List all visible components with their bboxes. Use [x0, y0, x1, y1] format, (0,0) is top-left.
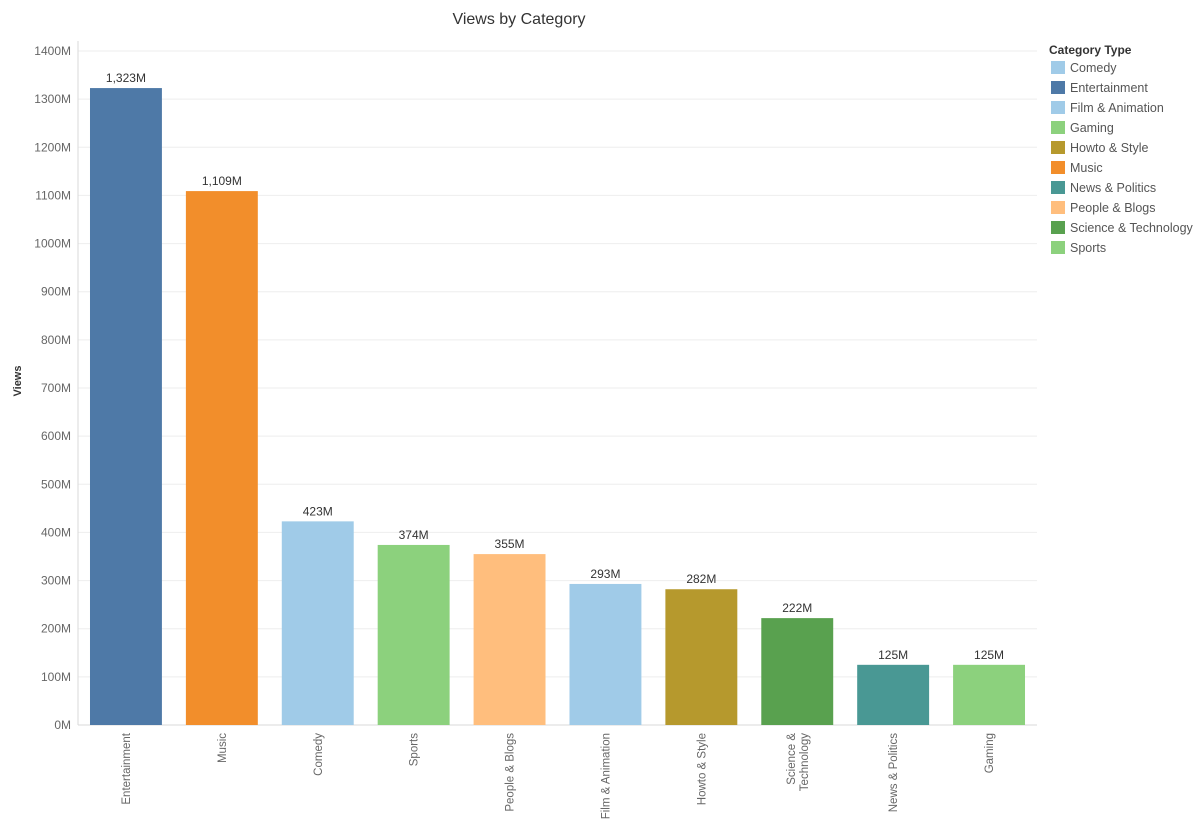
y-tick-label: 600M — [41, 429, 71, 443]
legend-label: Sports — [1070, 241, 1106, 255]
y-tick-label: 1000M — [34, 237, 71, 251]
x-tick-label: Entertainment — [121, 732, 133, 804]
legend-swatch — [1051, 121, 1065, 134]
legend-swatch — [1051, 81, 1065, 94]
data-label: 374M — [399, 528, 429, 542]
y-tick-label: 900M — [41, 285, 71, 299]
x-tick-label: Howto & Style — [696, 733, 708, 805]
bar — [761, 618, 834, 725]
legend-swatch — [1051, 241, 1065, 254]
y-tick-label: 1200M — [34, 140, 71, 154]
legend-label: Music — [1070, 161, 1103, 175]
x-tick-label: Gaming — [984, 733, 996, 773]
y-tick-label: 1300M — [34, 92, 71, 106]
data-label: 222M — [782, 601, 812, 615]
x-tick-label: Film & Animation — [600, 733, 612, 819]
data-label: 125M — [878, 648, 908, 662]
bar — [185, 191, 258, 726]
y-tick-label: 800M — [41, 333, 71, 347]
data-label: 282M — [686, 572, 716, 586]
x-tick-label: Music — [217, 733, 229, 763]
legend: Category Type Comedy Entertainment Film & … — [1049, 43, 1194, 255]
bar — [473, 554, 546, 725]
data-label: 1,323M — [106, 71, 146, 85]
data-label: 293M — [590, 567, 620, 581]
y-tick-label: 100M — [41, 670, 71, 684]
bar — [665, 589, 738, 725]
legend-swatch — [1051, 141, 1065, 154]
data-label: 423M — [303, 504, 333, 518]
y-tick-label: 1400M — [34, 44, 71, 58]
y-tick-label: 300M — [41, 574, 71, 588]
legend-swatch — [1051, 221, 1065, 234]
x-axis-ticks: Entertainment Music Comedy Sports People & B… — [121, 732, 996, 819]
y-axis-ticks: 0M 100M 200M 300M 400M 500M 600M 700M 800M 900M 10… — [34, 44, 71, 732]
legend-label: Comedy — [1070, 61, 1117, 75]
bar — [89, 88, 162, 725]
legend-label: People & Blogs — [1070, 201, 1155, 215]
legend-swatch — [1051, 201, 1065, 214]
x-tick-label: People & Blogs — [505, 733, 517, 812]
data-label: 1,109M — [202, 174, 242, 188]
y-tick-label: 500M — [41, 477, 71, 491]
bar — [377, 544, 450, 725]
y-tick-label: 1100M — [35, 188, 71, 202]
legend-label: Science & Technology — [1070, 221, 1194, 235]
bar — [281, 521, 354, 725]
y-axis-label: Views — [12, 366, 24, 397]
legend-label: Gaming — [1070, 121, 1114, 135]
legend-label: News & Politics — [1070, 181, 1156, 195]
x-tick-label: Science & — [786, 733, 798, 785]
y-tick-label: 200M — [41, 622, 71, 636]
bar — [953, 664, 1026, 725]
data-label: 125M — [974, 648, 1004, 662]
y-tick-label: 0M — [54, 718, 71, 732]
bars: 1,323M 1,109M 423M 374M 355M 293M 282M 222M 125M… — [89, 71, 1026, 726]
x-tick-label: Comedy — [313, 733, 325, 776]
legend-swatch — [1051, 161, 1065, 174]
bar — [857, 664, 930, 725]
x-tick-label: Technology — [799, 733, 811, 791]
legend-label: Entertainment — [1070, 81, 1148, 95]
legend-items: Comedy Entertainment Film & Animation Gamin… — [1051, 61, 1194, 255]
legend-title: Category Type — [1049, 43, 1132, 57]
chart-title: Views by Category — [452, 11, 585, 28]
x-tick-label: Sports — [409, 733, 421, 766]
legend-swatch — [1051, 181, 1065, 194]
legend-label: Film & Animation — [1070, 101, 1164, 115]
legend-swatch — [1051, 61, 1065, 74]
y-tick-label: 400M — [41, 525, 71, 539]
bar — [569, 583, 642, 725]
legend-label: Howto & Style — [1070, 141, 1149, 155]
y-tick-label: 700M — [41, 381, 71, 395]
x-tick-label: News & Politics — [888, 733, 900, 812]
data-label: 355M — [495, 537, 525, 551]
legend-swatch — [1051, 101, 1065, 114]
